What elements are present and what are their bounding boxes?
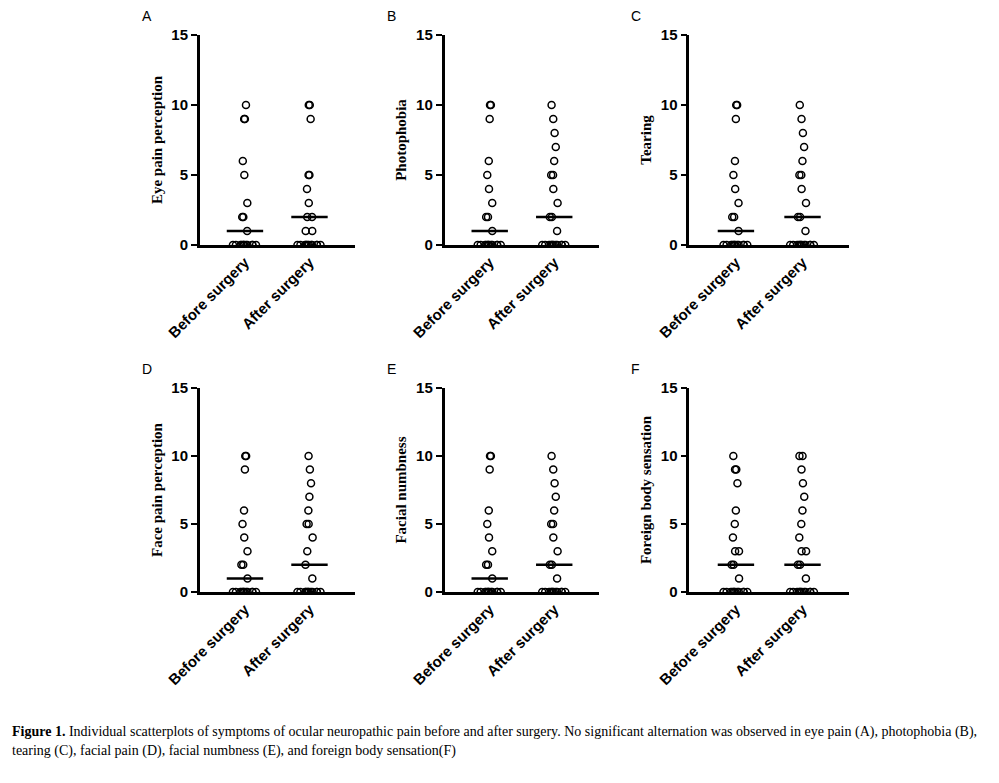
- svg-text:Before surgery: Before surgery: [656, 600, 744, 688]
- svg-text:C: C: [631, 8, 641, 24]
- svg-text:Tearing: Tearing: [638, 115, 654, 165]
- svg-text:F: F: [631, 361, 640, 377]
- svg-text:15: 15: [661, 26, 678, 43]
- svg-text:0: 0: [669, 583, 677, 600]
- svg-text:5: 5: [669, 515, 677, 532]
- svg-text:After surgery: After surgery: [238, 600, 317, 679]
- svg-text:D: D: [142, 361, 152, 377]
- svg-text:10: 10: [171, 96, 188, 113]
- svg-text:0: 0: [424, 236, 432, 253]
- svg-text:After surgery: After surgery: [483, 600, 562, 679]
- svg-text:15: 15: [416, 26, 433, 43]
- svg-text:0: 0: [424, 583, 432, 600]
- svg-text:Before surgery: Before surgery: [410, 600, 498, 688]
- svg-text:After surgery: After surgery: [731, 253, 810, 332]
- svg-text:0: 0: [669, 236, 677, 253]
- svg-text:5: 5: [424, 515, 432, 532]
- svg-text:15: 15: [661, 379, 678, 396]
- svg-text:5: 5: [669, 166, 677, 183]
- svg-text:After surgery: After surgery: [238, 253, 317, 332]
- svg-text:Before surgery: Before surgery: [656, 253, 744, 341]
- html-text:Figure 1. Individual scatterpl: Figure 1. Individual scatterplots of sym…: [12, 724, 978, 758]
- svg-text:10: 10: [416, 447, 433, 464]
- svg-text:10: 10: [416, 96, 433, 113]
- svg-text:10: 10: [171, 447, 188, 464]
- svg-text:15: 15: [416, 379, 433, 396]
- svg-text:10: 10: [661, 96, 678, 113]
- svg-text:15: 15: [171, 379, 188, 396]
- svg-text:After surgery: After surgery: [483, 253, 562, 332]
- svg-text:Eye pain perception: Eye pain perception: [149, 75, 165, 204]
- svg-text:5: 5: [180, 515, 188, 532]
- svg-text:5: 5: [180, 166, 188, 183]
- svg-text:0: 0: [180, 583, 188, 600]
- svg-text:A: A: [142, 8, 152, 24]
- svg-text:Before surgery: Before surgery: [410, 253, 498, 341]
- svg-text:15: 15: [171, 26, 188, 43]
- svg-text:Facial numbness: Facial numbness: [393, 436, 409, 543]
- svg-text:Photophobia: Photophobia: [393, 99, 409, 181]
- svg-text:Face pain perception: Face pain perception: [149, 422, 165, 557]
- svg-text:5: 5: [424, 166, 432, 183]
- svg-text:Before surgery: Before surgery: [165, 253, 253, 341]
- svg-text:0: 0: [180, 236, 188, 253]
- svg-text:10: 10: [661, 447, 678, 464]
- svg-text:B: B: [387, 8, 396, 24]
- svg-text:E: E: [387, 361, 396, 377]
- svg-text:Foreign body sensation: Foreign body sensation: [638, 415, 654, 564]
- svg-text:After surgery: After surgery: [731, 600, 810, 679]
- svg-text:Before surgery: Before surgery: [165, 600, 253, 688]
